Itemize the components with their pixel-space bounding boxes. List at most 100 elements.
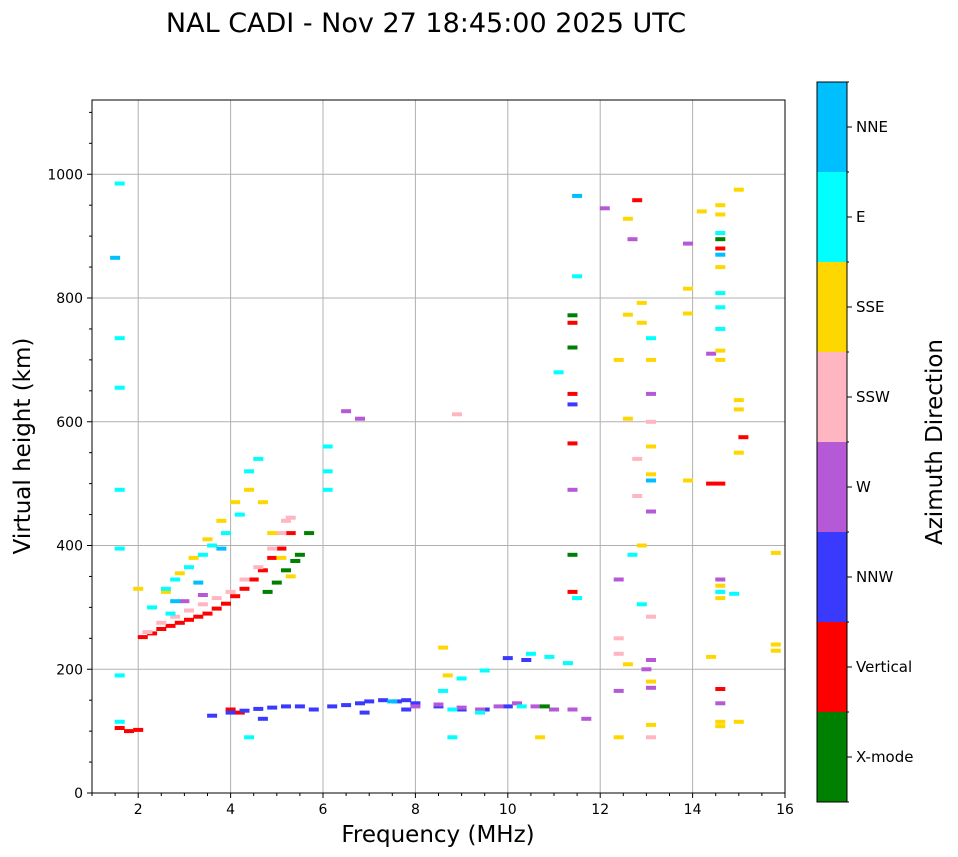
data-point-sse	[646, 444, 656, 449]
data-point-vertical	[239, 586, 250, 591]
data-point-w	[567, 487, 578, 492]
data-point-sse	[733, 187, 744, 192]
data-point-w	[433, 702, 444, 707]
data-point-ssw	[142, 630, 153, 635]
colorbar-segment	[817, 532, 847, 622]
data-point-sse	[733, 407, 744, 412]
data-point-w	[646, 685, 656, 690]
data-point-sse	[733, 719, 744, 724]
colorbar-tick-label: W	[856, 478, 871, 496]
data-point-nne	[170, 599, 181, 604]
data-point-sse	[715, 265, 726, 270]
data-point-sse	[715, 357, 726, 362]
data-point-w	[549, 707, 559, 712]
data-point-x-mode	[539, 704, 550, 709]
data-point-w	[567, 707, 578, 712]
data-point-vertical	[715, 481, 726, 486]
data-point-vertical	[225, 707, 236, 712]
data-point-w	[197, 593, 208, 597]
data-point-x-mode	[567, 552, 578, 557]
data-point-ssw	[156, 620, 167, 625]
data-point-ssw	[267, 546, 278, 551]
colorbar: X-mode Vertical NNW W SSW SSE E NNE	[816, 81, 913, 803]
data-point-ssw	[632, 456, 643, 461]
data-point-nnw	[308, 707, 319, 712]
data-point-e	[184, 565, 194, 570]
colorbar-segment	[817, 442, 847, 532]
colorbar-segment	[817, 262, 847, 352]
data-point-sse	[442, 673, 453, 678]
data-point-sse	[770, 642, 781, 647]
data-point-vertical	[267, 555, 278, 560]
data-point-nnw	[359, 710, 370, 715]
data-point-vertical	[276, 546, 287, 551]
data-point-sse	[267, 531, 278, 536]
data-point-x-mode	[271, 580, 282, 585]
chart-title: NAL CADI - Nov 27 18:45:00 2025 UTC	[166, 8, 686, 39]
data-point-nne	[646, 478, 656, 483]
data-point-sse	[174, 571, 185, 576]
data-point-nnw	[410, 701, 421, 706]
colorbar-segment	[817, 352, 847, 442]
data-point-w	[715, 701, 726, 706]
data-point-w	[715, 577, 726, 582]
data-point-sse	[646, 679, 656, 684]
data-point-ssw	[253, 565, 264, 570]
data-point-ssw	[276, 531, 287, 536]
data-point-vertical	[257, 568, 268, 573]
data-point-w	[355, 416, 365, 421]
colorbar-segment	[817, 82, 847, 172]
data-point-ssw	[281, 518, 291, 523]
data-point-x-mode	[290, 559, 301, 563]
data-point-sse	[715, 724, 726, 729]
colorbar-tick-label: NNE	[856, 118, 888, 136]
data-point-sse	[438, 645, 449, 650]
data-point-ssw	[613, 636, 624, 641]
data-point-ssw	[646, 735, 656, 740]
data-point-w	[475, 707, 486, 712]
colorbar-segment	[817, 712, 847, 802]
data-point-vertical	[202, 611, 213, 616]
y-axis: 0 200 400 600 800 1000	[47, 111, 92, 802]
data-point-e	[221, 531, 231, 536]
data-point-ssw	[646, 614, 656, 619]
data-point-w	[493, 704, 504, 709]
data-point-w	[646, 391, 656, 396]
data-point-sse	[733, 450, 744, 455]
data-point-e	[516, 704, 527, 709]
data-point-sse	[636, 300, 647, 305]
data-point-sse	[613, 735, 624, 740]
x-axis: 2 4 6 8 10 12 14 16	[91, 793, 794, 818]
data-point-sse	[244, 487, 255, 492]
data-point-vertical	[114, 726, 125, 730]
data-point-w	[512, 701, 522, 706]
data-point-e	[447, 735, 458, 740]
data-point-vertical	[567, 320, 578, 325]
data-point-vertical	[715, 687, 726, 691]
data-point-nnw	[521, 658, 532, 662]
data-point-sse	[133, 586, 144, 591]
data-point-nnw	[239, 708, 250, 713]
data-point-w	[706, 351, 717, 356]
data-point-e	[729, 591, 740, 596]
data-point-nnw	[225, 710, 236, 715]
data-point-nnw	[401, 707, 412, 712]
data-point-ssw	[632, 494, 643, 498]
data-point-vertical	[567, 589, 578, 594]
data-point-nnw	[378, 698, 389, 703]
data-point-e	[114, 673, 125, 678]
data-point-vertical	[184, 617, 194, 622]
data-point-sse	[646, 722, 656, 727]
data-point-nne	[216, 546, 227, 551]
data-point-ssw	[211, 596, 222, 601]
data-point-vertical	[738, 435, 749, 440]
data-point-nnw	[355, 701, 365, 706]
data-point-w	[530, 704, 541, 709]
data-point-vertical	[567, 441, 578, 446]
data-point-w	[627, 237, 638, 242]
colorbar-segment	[817, 622, 847, 712]
data-point-e	[715, 326, 726, 331]
colorbar-tick-label: Vertical	[856, 658, 912, 676]
y-tick-label: 0	[74, 786, 83, 802]
